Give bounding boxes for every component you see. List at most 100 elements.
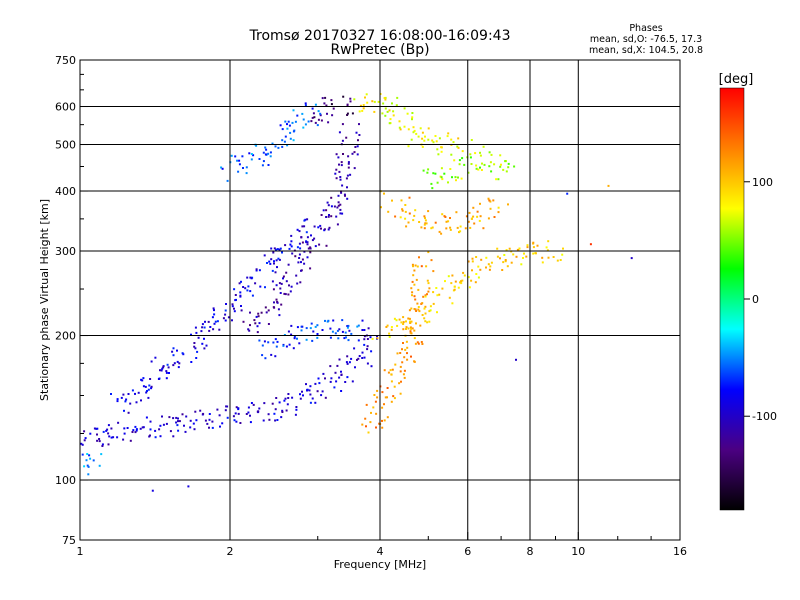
x-tick-label: 6 (464, 545, 471, 558)
data-point (148, 384, 151, 387)
data-point (359, 104, 362, 107)
data-point (406, 352, 408, 355)
data-point (407, 221, 410, 224)
data-point (396, 324, 399, 327)
data-point (267, 323, 270, 325)
data-point (467, 276, 470, 279)
data-point (399, 392, 402, 395)
data-point (487, 197, 490, 200)
data-point (137, 391, 140, 394)
data-point (468, 286, 471, 289)
data-point (547, 256, 550, 259)
data-point (410, 307, 413, 310)
data-point (376, 335, 378, 338)
data-point (488, 199, 491, 202)
data-point (110, 393, 112, 395)
data-point (207, 320, 210, 323)
data-point (347, 324, 350, 327)
data-point (157, 378, 160, 380)
data-point (310, 120, 313, 123)
data-point (302, 394, 304, 397)
colorbar-tick-label: -100 (752, 410, 777, 423)
data-point (406, 346, 409, 349)
data-point (382, 102, 385, 105)
data-point (102, 430, 105, 433)
data-point (399, 352, 402, 354)
data-point (306, 388, 309, 391)
data-point (150, 387, 153, 390)
data-point (234, 412, 237, 415)
data-point (308, 389, 311, 392)
data-point (341, 330, 344, 333)
data-point (418, 310, 421, 313)
data-point (423, 317, 426, 320)
data-point (547, 240, 550, 243)
data-point (346, 112, 349, 115)
data-point (388, 332, 391, 335)
data-point (361, 319, 364, 322)
data-point (275, 248, 277, 251)
data-point (522, 257, 524, 259)
data-point (307, 120, 310, 123)
data-point (274, 419, 277, 422)
data-point (336, 329, 339, 332)
data-point (291, 252, 294, 255)
data-point (393, 385, 396, 388)
data-point (226, 179, 229, 182)
data-point (250, 153, 253, 155)
data-point (329, 327, 332, 330)
data-point (123, 427, 126, 430)
data-point (231, 303, 234, 306)
data-point (227, 316, 230, 319)
data-point (310, 234, 312, 237)
data-point (325, 216, 328, 218)
data-point (335, 168, 338, 171)
data-point (403, 376, 406, 379)
data-point (239, 422, 242, 424)
data-point (428, 310, 431, 313)
data-point (373, 100, 376, 103)
data-point (372, 406, 375, 409)
data-point (457, 137, 460, 140)
data-point (400, 321, 403, 324)
data-point (226, 405, 229, 408)
data-point (421, 131, 424, 134)
data-point (336, 206, 339, 209)
data-point (284, 135, 287, 138)
data-point (420, 341, 423, 343)
data-point (193, 428, 196, 431)
data-point (337, 201, 340, 204)
data-point (404, 210, 407, 213)
data-point (478, 219, 481, 222)
data-point (410, 327, 413, 330)
data-point (458, 159, 461, 162)
data-point (410, 355, 412, 358)
data-point (403, 125, 406, 128)
data-point (347, 166, 350, 169)
data-point (330, 377, 333, 380)
data-point (424, 312, 427, 315)
data-point (279, 124, 282, 127)
data-point (383, 192, 385, 195)
data-point (386, 110, 389, 113)
data-point (107, 424, 110, 427)
data-point (237, 170, 240, 173)
data-point (413, 337, 416, 340)
data-point (173, 362, 176, 365)
data-point (508, 247, 511, 250)
data-point (177, 429, 180, 432)
data-point (166, 363, 169, 366)
data-point (300, 261, 302, 264)
data-point (263, 254, 266, 257)
data-point (401, 361, 404, 364)
data-point (412, 126, 415, 129)
data-point (203, 337, 205, 340)
data-point (362, 104, 365, 106)
data-point (327, 319, 330, 322)
data-point (526, 246, 529, 249)
data-point (284, 397, 287, 400)
data-point (298, 230, 301, 233)
data-point (430, 259, 433, 262)
data-point (490, 153, 493, 156)
data-point (429, 309, 432, 312)
